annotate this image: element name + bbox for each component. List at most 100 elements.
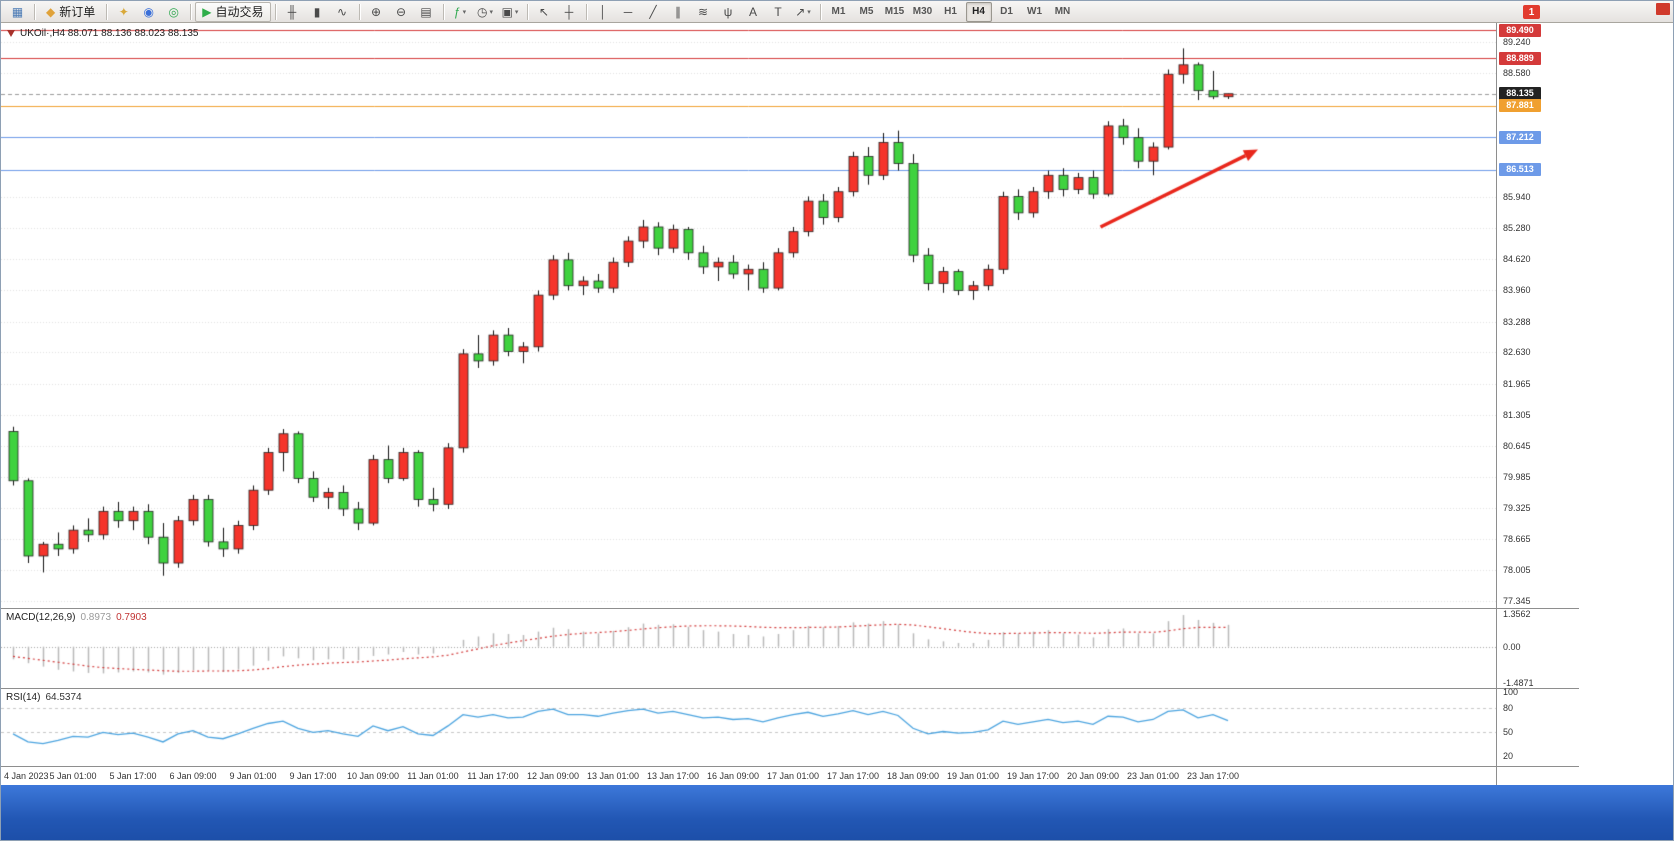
new-chart-icon: ▦ bbox=[11, 4, 24, 19]
taskbar[interactable] bbox=[1, 785, 1673, 840]
periods-icon: ◷ bbox=[477, 4, 488, 19]
zoom-in-button[interactable]: ⊕ bbox=[364, 2, 389, 22]
arrows-button[interactable]: ↗ ▾ bbox=[791, 2, 816, 22]
rsi-scale-label: 80 bbox=[1503, 703, 1514, 714]
andrews-pitchfork-icon: ψ bbox=[723, 4, 733, 19]
macd-main-value: 0.8973 bbox=[80, 612, 112, 623]
price-tick-label: 88.580 bbox=[1503, 67, 1531, 78]
tile-windows-button[interactable]: ▤ bbox=[414, 2, 439, 22]
time-label: 5 Jan 01:00 bbox=[49, 771, 97, 781]
autotrading-button[interactable]: ▶ 自动交易 bbox=[195, 1, 271, 22]
time-label: 9 Jan 17:00 bbox=[289, 771, 337, 781]
crosshair-button[interactable]: ┼ bbox=[557, 2, 582, 22]
autotrading-label: 自动交易 bbox=[215, 5, 264, 19]
text-label-icon: T bbox=[774, 4, 782, 19]
andrews-pitchfork-button[interactable]: ψ bbox=[716, 2, 741, 22]
zoom-out-button[interactable]: ⊖ bbox=[389, 2, 414, 22]
vertical-line-button[interactable]: │ bbox=[591, 2, 616, 22]
alerts-button[interactable]: ◎ bbox=[161, 2, 186, 22]
candlestick-canvas[interactable] bbox=[1, 23, 1496, 608]
crosshair-icon: ┼ bbox=[564, 4, 574, 19]
time-label: 9 Jan 01:00 bbox=[229, 771, 277, 781]
market-watch-icon: ◉ bbox=[143, 4, 154, 19]
price-tick-label: 82.630 bbox=[1503, 347, 1531, 358]
price-tick-label: 89.240 bbox=[1503, 36, 1531, 47]
cursor-button[interactable]: ↖ bbox=[532, 2, 557, 22]
text-button[interactable]: A bbox=[741, 2, 766, 22]
toolbar-separator bbox=[106, 3, 108, 20]
timeframe-mn-button[interactable]: MN bbox=[1054, 6, 1071, 17]
chevron-down-icon: ▾ bbox=[807, 8, 811, 16]
arrows-icon: ↗ bbox=[795, 4, 806, 19]
trendline-button[interactable]: ╱ bbox=[641, 2, 666, 22]
timeframe-m1-button[interactable]: M1 bbox=[831, 6, 846, 17]
toolbar-separator bbox=[274, 3, 276, 20]
candlestick-chart-button[interactable]: ▮ bbox=[305, 2, 330, 22]
rsi-canvas[interactable] bbox=[1, 689, 1496, 766]
price-tick-label: 80.645 bbox=[1503, 440, 1531, 451]
timeframe-d1-button[interactable]: D1 bbox=[1000, 6, 1013, 17]
timeframe-m5-button[interactable]: M5 bbox=[859, 6, 874, 17]
price-axis[interactable]: 89.240 88.580 85.940 85.280 84.620 83.960 83.2… bbox=[1496, 23, 1579, 785]
timeframe-w1-button[interactable]: W1 bbox=[1027, 6, 1042, 17]
macd-name: MACD(12,26,9) bbox=[6, 612, 76, 623]
text-label-button[interactable]: T bbox=[766, 2, 791, 22]
candlestick-chart-icon: ▮ bbox=[313, 4, 321, 19]
new-order-label: 新订单 bbox=[59, 5, 96, 19]
rsi-panel[interactable]: RSI(14) 64.5374 bbox=[1, 688, 1496, 766]
indicators-button[interactable]: ƒ ▾ bbox=[448, 2, 473, 22]
chevron-down-icon: ▾ bbox=[489, 8, 493, 16]
panel-separator bbox=[1497, 766, 1579, 767]
new-chart-button[interactable]: ▦ bbox=[5, 2, 30, 22]
rsi-value: 64.5374 bbox=[45, 692, 82, 703]
price-tick-label: 83.960 bbox=[1503, 284, 1531, 295]
fibonacci-button[interactable]: ≋ bbox=[691, 2, 716, 22]
corner-indicator bbox=[1656, 3, 1670, 15]
bar-chart-icon: ╫ bbox=[287, 4, 297, 19]
horizontal-line-button[interactable]: ─ bbox=[616, 2, 641, 22]
time-label: 12 Jan 09:00 bbox=[526, 771, 580, 781]
price-badge: 86.513 bbox=[1499, 163, 1541, 177]
line-chart-button[interactable]: ∿ bbox=[330, 2, 355, 22]
toolbar-separator bbox=[526, 3, 528, 20]
cursor-icon: ↖ bbox=[538, 4, 550, 19]
time-label: 19 Jan 01:00 bbox=[946, 771, 1000, 781]
rsi-label: RSI(14) 64.5374 bbox=[6, 692, 82, 703]
macd-canvas[interactable] bbox=[1, 609, 1496, 688]
time-label: 6 Jan 09:00 bbox=[169, 771, 217, 781]
time-label: 16 Jan 09:00 bbox=[706, 771, 760, 781]
fibonacci-icon: ≋ bbox=[697, 4, 709, 19]
toolbar-separator bbox=[34, 3, 35, 20]
timeframe-m30-button[interactable]: M30 bbox=[912, 6, 933, 17]
metaeditor-button[interactable]: ✦ bbox=[111, 2, 136, 22]
price-chart-panel[interactable]: UKOil·,H4 88.071 88.136 88.023 88.135 bbox=[1, 23, 1496, 608]
time-axis[interactable]: 4 Jan 2023 5 Jan 01:00 5 Jan 17:00 6 Jan 09… bbox=[1, 766, 1496, 785]
panel-separator bbox=[1497, 688, 1579, 689]
timeframe-m15-button[interactable]: M15 bbox=[884, 6, 905, 17]
macd-panel[interactable]: MACD(12,26,9) 0.8973 0.7903 bbox=[1, 608, 1496, 688]
time-label: 23 Jan 17:00 bbox=[1186, 771, 1240, 781]
notification-badge[interactable]: 1 bbox=[1523, 5, 1540, 19]
equidistant-channel-button[interactable]: ∥ bbox=[666, 2, 691, 22]
timeframe-h1-button[interactable]: H1 bbox=[944, 6, 957, 17]
price-tick-label: 78.005 bbox=[1503, 564, 1531, 575]
market-watch-button[interactable]: ◉ bbox=[136, 2, 161, 22]
price-tick-label: 78.665 bbox=[1503, 533, 1531, 544]
chart-symbol-label: UKOil·,H4 88.071 88.136 88.023 88.135 bbox=[7, 28, 198, 39]
time-label: 19 Jan 17:00 bbox=[1006, 771, 1060, 781]
templates-button[interactable]: ▣ ▾ bbox=[498, 2, 523, 22]
macd-label: MACD(12,26,9) 0.8973 0.7903 bbox=[6, 612, 147, 623]
timeframe-h4-button[interactable]: H4 bbox=[965, 1, 992, 22]
time-label: 4 Jan 2023 bbox=[4, 771, 49, 781]
symbol-ohlc-text: UKOil·,H4 88.071 88.136 88.023 88.135 bbox=[20, 28, 199, 39]
bar-chart-button[interactable]: ╫ bbox=[280, 2, 305, 22]
time-label: 13 Jan 17:00 bbox=[646, 771, 700, 781]
panel-separator bbox=[1497, 608, 1579, 609]
indicators-icon: ƒ bbox=[453, 4, 461, 19]
price-badge: 88.889 bbox=[1499, 51, 1541, 65]
new-order-button[interactable]: ◆ 新订单 bbox=[39, 2, 102, 22]
price-tick-label: 84.620 bbox=[1503, 253, 1531, 264]
macd-signal-value: 0.7903 bbox=[116, 612, 147, 623]
periods-button[interactable]: ◷ ▾ bbox=[473, 2, 498, 22]
price-tick-label: 77.345 bbox=[1503, 595, 1531, 606]
